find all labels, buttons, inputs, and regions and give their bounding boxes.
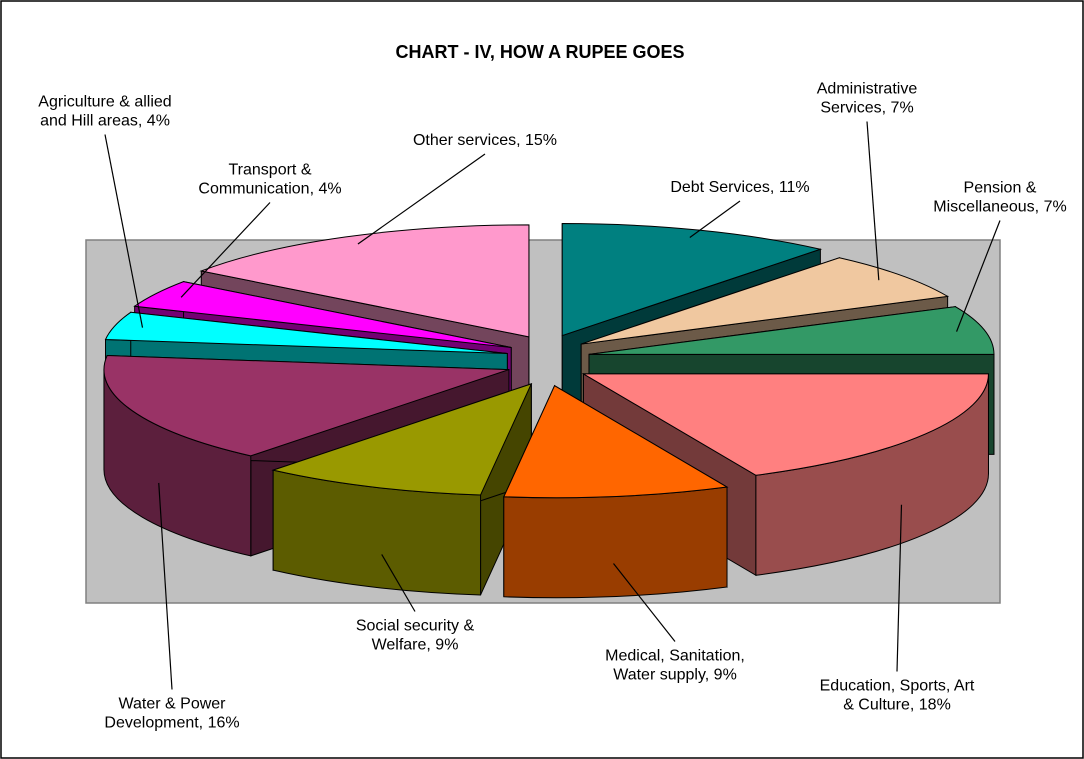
data-label: Transport & Communication, 4% (198, 162, 341, 198)
slice-top (503, 384, 729, 499)
slice-top (133, 281, 512, 348)
slice-top (581, 373, 989, 476)
slice-top (581, 257, 950, 345)
slice-top (588, 306, 995, 355)
data-label: Other services, 15% (413, 132, 557, 149)
leader-line (956, 220, 1001, 332)
leader-line (381, 554, 416, 612)
data-label: Social security & Welfare, 9% (356, 618, 475, 654)
slice-top (271, 383, 533, 496)
data-label: Pension & Miscellaneous, 7% (933, 180, 1066, 216)
data-label: Administrative Services, 7% (817, 81, 918, 117)
leader-line (357, 153, 486, 245)
leader-line (180, 202, 271, 298)
slice-wall (503, 486, 728, 599)
labels: Debt Services, 11% Administrative Services… (38, 81, 1066, 732)
slice (271, 383, 533, 596)
data-label: Agriculture & allied and Hill areas, 4% (38, 94, 171, 130)
leader-line (613, 563, 676, 642)
data-label: Water & Power Development, 16% (104, 696, 239, 732)
slice-top (199, 224, 530, 338)
slice-top (103, 355, 510, 457)
leader-line (158, 482, 173, 690)
leader-line (896, 504, 903, 672)
data-label: Education, Sports, Art & Culture, 18% (820, 678, 975, 714)
leader-line (689, 200, 741, 239)
data-label: Medical, Sanitation, Water supply, 9% (605, 648, 745, 684)
leader-line (104, 134, 144, 328)
slices (103, 223, 995, 599)
data-label: Debt Services, 11% (670, 179, 809, 196)
leader-line (866, 121, 880, 281)
slice-top (104, 311, 508, 355)
chart-title: CHART - IV, HOW A RUPEE GOES (395, 42, 684, 62)
slice (503, 384, 729, 599)
